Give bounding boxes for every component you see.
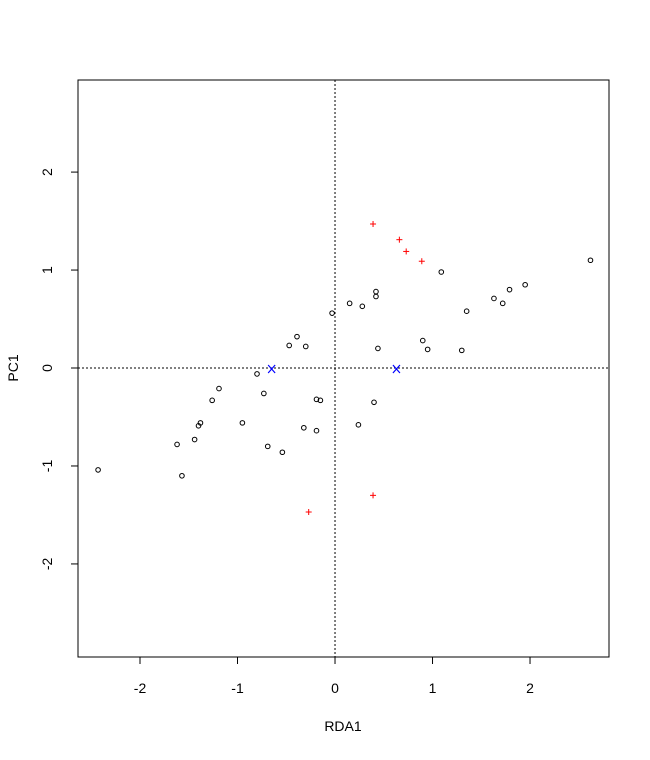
site-point (209, 397, 215, 404)
site-point (179, 472, 185, 479)
site-point (346, 300, 353, 307)
site-point (191, 436, 198, 443)
site-point (302, 343, 309, 350)
reference-lines (78, 80, 609, 657)
site-point (313, 427, 320, 434)
site-point (463, 308, 470, 314)
site-point (254, 371, 260, 377)
site-point (286, 342, 292, 349)
site-point (499, 300, 506, 307)
x-stroke-2 (267, 364, 276, 374)
site-point (438, 269, 445, 275)
site-point (458, 347, 465, 354)
x-tick-label: 2 (526, 680, 534, 696)
site-point (216, 385, 222, 392)
y-tick-label: 0 (39, 364, 55, 372)
site-point (313, 396, 320, 403)
site-point (329, 310, 335, 316)
y-tick-label: 1 (39, 266, 55, 274)
site-point (197, 420, 204, 426)
species-point (403, 248, 410, 255)
y-axis: -2 -1 0 1 2 (39, 168, 78, 570)
species-point (370, 492, 377, 499)
site-point (317, 397, 324, 404)
site-point (359, 303, 366, 310)
x-tick-label: 1 (429, 680, 437, 696)
site-point (424, 346, 431, 353)
x-tick-label: -1 (231, 680, 244, 696)
site-point (174, 441, 180, 448)
site-point (239, 420, 246, 426)
site-point (301, 424, 307, 431)
species-point (305, 509, 312, 516)
site-point (279, 449, 286, 456)
centroid-point (392, 364, 401, 374)
species-point (370, 221, 377, 228)
x-tick-label: 0 (331, 680, 339, 696)
site-point (375, 345, 381, 352)
site-point (264, 443, 271, 450)
species-point (418, 258, 425, 265)
site-point (419, 337, 426, 344)
y-tick-label: -2 (39, 557, 55, 570)
site-point (522, 281, 528, 288)
site-point (371, 399, 377, 406)
y-tick-label: -1 (39, 460, 55, 473)
site-point (373, 288, 379, 295)
y-tick-label: 2 (39, 168, 55, 176)
x-stroke-2 (392, 364, 401, 374)
site-point (506, 286, 513, 293)
x-tick-label: -2 (134, 680, 147, 696)
site-point (294, 333, 300, 340)
centroid-point (267, 364, 276, 374)
site-point (355, 422, 362, 428)
site-point (587, 257, 594, 264)
species-point (396, 236, 403, 243)
y-axis-label: PC1 (5, 354, 21, 381)
site-point (261, 390, 267, 397)
data-points (95, 221, 594, 516)
x-axis: -2 -1 0 1 2 (134, 657, 534, 696)
site-point (491, 295, 497, 302)
x-axis-label: RDA1 (324, 718, 362, 734)
site-point (95, 467, 101, 473)
site-point (373, 293, 379, 300)
